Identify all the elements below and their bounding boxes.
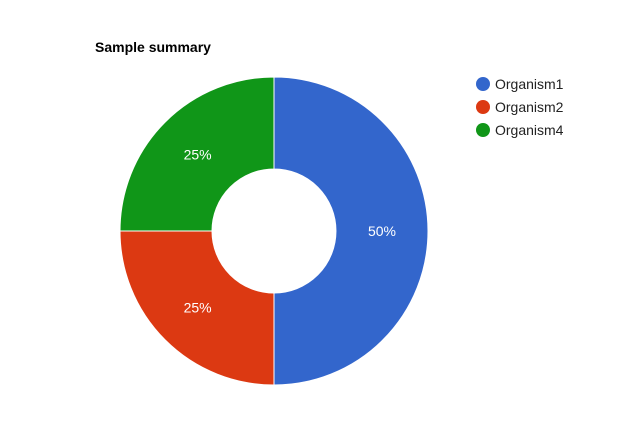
legend-item-organism4[interactable]: Organism4 bbox=[476, 122, 564, 138]
chart-title: Sample summary bbox=[95, 39, 211, 55]
legend-label: Organism1 bbox=[495, 76, 564, 92]
slice-organism1[interactable] bbox=[273, 76, 429, 386]
legend-label: Organism2 bbox=[495, 99, 564, 115]
legend: Organism1 Organism2 Organism4 bbox=[476, 76, 564, 138]
donut-slices bbox=[119, 76, 429, 386]
slice-organism2[interactable] bbox=[119, 230, 275, 386]
slice-label-organism1: 50% bbox=[368, 223, 396, 239]
legend-item-organism2[interactable]: Organism2 bbox=[476, 99, 564, 115]
slice-label-organism2: 25% bbox=[184, 299, 212, 315]
slice-label-organism4: 25% bbox=[184, 147, 212, 163]
legend-item-organism1[interactable]: Organism1 bbox=[476, 76, 564, 92]
legend-label: Organism4 bbox=[495, 122, 564, 138]
legend-swatch bbox=[476, 77, 490, 91]
legend-swatch bbox=[476, 123, 490, 137]
slice-labels: 50% 25% 25% bbox=[184, 147, 396, 316]
legend-swatch bbox=[476, 100, 490, 114]
slice-organism4[interactable] bbox=[119, 76, 275, 232]
